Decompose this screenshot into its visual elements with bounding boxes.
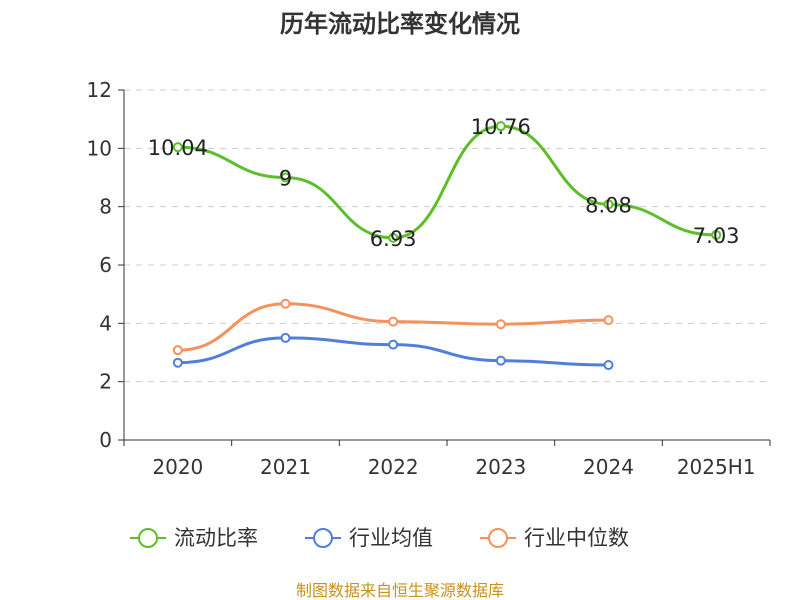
data-point bbox=[711, 229, 722, 240]
data-point bbox=[388, 339, 399, 350]
data-point bbox=[172, 345, 183, 356]
legend-label: 流动比率 bbox=[174, 526, 258, 550]
data-point bbox=[603, 199, 614, 210]
y-tick-label: 8 bbox=[99, 195, 112, 219]
x-tick-label: 2022 bbox=[368, 455, 419, 479]
data-point bbox=[495, 319, 506, 330]
axes: 0 2 4 6 8 10 12 2020 2021 2022 2023 2024 2025H1 bbox=[87, 78, 771, 479]
source-note: 制图数据来自恒生聚源数据库 bbox=[296, 581, 504, 600]
data-point bbox=[280, 298, 291, 309]
legend-swatch-marker bbox=[313, 528, 333, 548]
data-label: 8.08 bbox=[585, 193, 632, 217]
data-point bbox=[280, 172, 291, 183]
data-label: 6.93 bbox=[370, 227, 417, 251]
data-label: 10.04 bbox=[148, 136, 208, 160]
data-point bbox=[172, 357, 183, 368]
grid-lines bbox=[124, 89, 770, 383]
data-point bbox=[280, 332, 291, 343]
series-line bbox=[177, 124, 717, 240]
x-tick-label: 2020 bbox=[152, 455, 203, 479]
data-point bbox=[495, 121, 506, 132]
legend-swatch-marker bbox=[488, 528, 508, 548]
y-tick-label: 10 bbox=[87, 136, 112, 160]
data-labels: 10.04 9 6.93 10.76 8.08 7.03 bbox=[148, 115, 740, 251]
y-tick-label: 0 bbox=[99, 428, 112, 452]
chart-title: 历年流动比率变化情况 bbox=[280, 10, 520, 38]
legend-label: 行业均值 bbox=[349, 526, 433, 550]
data-label: 10.76 bbox=[471, 115, 531, 139]
x-tick-label: 2023 bbox=[475, 455, 526, 479]
y-tick-label: 6 bbox=[99, 253, 112, 277]
series-group bbox=[172, 121, 722, 371]
x-tick-label: 2024 bbox=[583, 455, 634, 479]
x-tick-label: 2021 bbox=[260, 455, 311, 479]
data-point bbox=[388, 316, 399, 327]
data-point bbox=[495, 355, 506, 366]
x-tick-label: 2025H1 bbox=[677, 455, 756, 479]
legend-swatch-marker bbox=[138, 528, 158, 548]
data-point bbox=[172, 142, 183, 153]
data-point bbox=[388, 232, 399, 243]
data-label: 7.03 bbox=[693, 224, 740, 248]
y-tick-label: 4 bbox=[99, 311, 112, 335]
data-point bbox=[603, 360, 614, 371]
data-point bbox=[603, 315, 614, 326]
data-label: 9 bbox=[279, 167, 292, 191]
y-tick-label: 2 bbox=[99, 370, 112, 394]
series-line bbox=[177, 302, 609, 352]
legend-label: 行业中位数 bbox=[524, 526, 629, 550]
legend: 流动比率 行业均值 行业中位数 bbox=[130, 526, 629, 550]
y-tick-label: 12 bbox=[87, 78, 112, 102]
